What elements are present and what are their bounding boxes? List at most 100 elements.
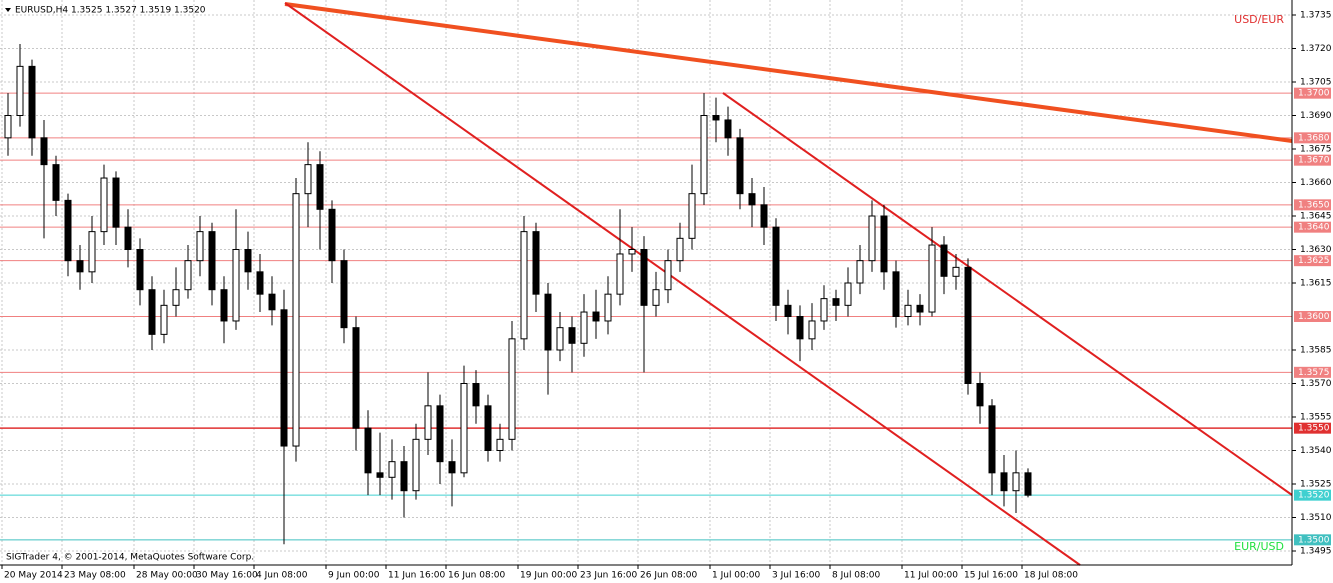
- level-tag: [1294, 311, 1331, 322]
- x-tick-label: 1 Jul 00:00: [712, 571, 761, 581]
- y-tick-label: 1.3510: [1300, 513, 1332, 523]
- candle-body: [760, 204, 768, 228]
- y-tick-label: 1.3630: [1300, 245, 1332, 255]
- candle-body: [688, 193, 696, 239]
- candle-body: [1012, 472, 1020, 492]
- x-tick-label: 3 Jul 16:00: [772, 571, 821, 581]
- y-tick-label: 1.3540: [1300, 446, 1332, 456]
- candle-body: [304, 164, 312, 195]
- level-tag-label: 1.3670: [1298, 156, 1330, 166]
- x-tick-label: 15 Jul 16:00: [964, 571, 1018, 581]
- level-tag-label: 1.3575: [1298, 368, 1330, 378]
- candle-body: [172, 289, 180, 306]
- level-tag: [1294, 422, 1331, 434]
- trend-line: [284, 2, 1293, 143]
- level-tag: [1294, 534, 1331, 546]
- candle-body: [292, 193, 300, 447]
- candle-body: [616, 253, 624, 295]
- level-tag: [1294, 489, 1331, 501]
- candle-body: [556, 327, 564, 351]
- candle-body: [52, 164, 60, 201]
- y-tick-label: 1.3585: [1300, 346, 1332, 356]
- candle-body: [88, 231, 96, 273]
- candle-body: [496, 438, 504, 452]
- candle-body: [880, 215, 888, 273]
- candle-body: [424, 405, 432, 440]
- candle-body: [856, 260, 864, 284]
- x-tick-label: 19 Jun 00:00: [520, 571, 577, 581]
- candle-body: [136, 249, 144, 291]
- y-tick-label: 1.3525: [1300, 480, 1332, 490]
- candle-body: [544, 293, 552, 351]
- candle-body: [640, 249, 648, 306]
- candle-body: [904, 304, 912, 318]
- x-tick-label: 11 Jul 00:00: [904, 571, 958, 581]
- y-tick-label: 1.3705: [1300, 78, 1332, 88]
- level-tag-label: 1.3550: [1298, 424, 1330, 434]
- candle-body: [388, 461, 396, 478]
- x-tick-label: 26 Jun 08:00: [640, 571, 697, 581]
- level-tag: [1294, 199, 1331, 211]
- y-tick-label: 1.3720: [1300, 44, 1332, 54]
- candle-body: [568, 327, 576, 344]
- candle-body: [232, 249, 240, 322]
- x-tick-label: 23 May 08:00: [64, 571, 126, 581]
- x-tick-label: 30 May 16:00: [196, 571, 258, 581]
- candle-body: [964, 266, 972, 384]
- candle-body: [1024, 472, 1032, 496]
- candle-body: [844, 282, 852, 306]
- candle-body: [448, 461, 456, 474]
- candle-body: [40, 137, 48, 166]
- menu-arrow[interactable]: [5, 8, 11, 12]
- x-tick-label: 20 May 2014: [4, 571, 63, 581]
- x-tick-label: 11 Jun 16:00: [388, 571, 445, 581]
- candle-body: [784, 304, 792, 318]
- candle-body: [628, 249, 636, 255]
- candle-body: [592, 311, 600, 322]
- candle-body: [16, 65, 24, 117]
- candle-body: [208, 231, 216, 291]
- candle-body: [112, 177, 120, 228]
- level-tag: [1294, 87, 1331, 99]
- candle-body: [772, 226, 780, 306]
- x-tick-label: 4 Jun 08:00: [256, 571, 308, 581]
- candle-body: [4, 115, 12, 139]
- candle-body: [700, 115, 708, 195]
- level-tag-label: 1.3500: [1298, 535, 1330, 545]
- y-tick-label: 1.3495: [1300, 547, 1332, 557]
- candle-body: [412, 438, 420, 492]
- candle-body: [100, 177, 108, 233]
- candle-body: [196, 231, 204, 262]
- x-tick-label: 23 Jun 16:00: [580, 571, 637, 581]
- candle-body: [436, 405, 444, 463]
- pair-label: EUR/USD: [1234, 540, 1284, 553]
- candle-body: [328, 208, 336, 262]
- candle-body: [892, 271, 900, 318]
- level-tag-label: 1.3650: [1298, 200, 1330, 210]
- x-tick-label: 9 Jun 00:00: [328, 571, 380, 581]
- channel-line: [284, 2, 1081, 566]
- candle-body: [748, 193, 756, 206]
- candle-body: [76, 260, 84, 273]
- pair-label: USD/EUR: [1234, 13, 1284, 26]
- candle-body: [736, 137, 744, 195]
- y-tick-label: 1.3555: [1300, 413, 1332, 423]
- candle-body: [532, 231, 540, 295]
- candle-body: [364, 427, 372, 474]
- y-tick-label: 1.3690: [1300, 111, 1332, 121]
- candle-body: [64, 199, 72, 262]
- candle-body: [988, 405, 996, 474]
- x-tick-label: 16 Jun 08:00: [448, 571, 505, 581]
- channel-line: [722, 92, 1293, 496]
- x-tick-label: 28 May 00:00: [136, 571, 198, 581]
- candle-body: [472, 383, 480, 407]
- level-tag: [1294, 221, 1331, 233]
- candle-body: [256, 271, 264, 295]
- candle-body: [520, 231, 528, 340]
- x-tick-label: 18 Jul 08:00: [1024, 571, 1078, 581]
- candle-body: [400, 461, 408, 492]
- candle-body: [376, 472, 384, 478]
- y-tick-label: 1.3615: [1300, 279, 1332, 289]
- candle-body: [940, 244, 948, 277]
